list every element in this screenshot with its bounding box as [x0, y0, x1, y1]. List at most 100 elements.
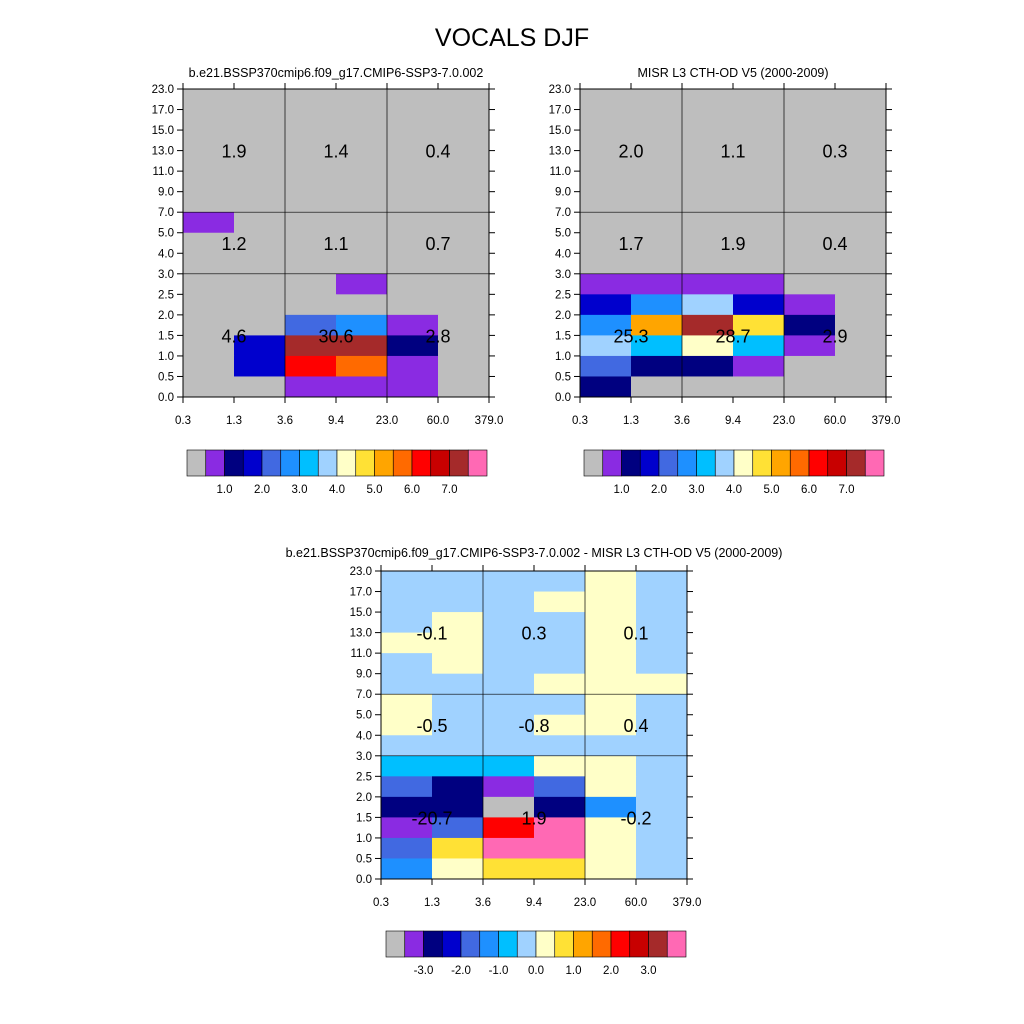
heatmap-cell: [183, 130, 235, 152]
heatmap-cell: [432, 755, 484, 777]
heatmap-cell: [336, 314, 388, 336]
heatmap-cell: [585, 776, 637, 798]
heatmap-cell: [336, 191, 388, 213]
heatmap-cell: [835, 335, 887, 357]
colorbar-swatch: [629, 930, 649, 958]
heatmap-cell: [784, 89, 836, 111]
heatmap-cell: [534, 714, 586, 736]
heatmap-cell: [432, 858, 484, 880]
heatmap-cell: [534, 653, 586, 675]
heatmap-cell: [432, 796, 484, 818]
colorbar-swatch: [677, 449, 697, 477]
summary-value: 4.6: [221, 326, 246, 346]
heatmap-cell: [336, 232, 388, 254]
colorbar-label: -2.0: [451, 965, 471, 977]
colorbar-swatch: [733, 449, 754, 477]
heatmap-cell: [387, 253, 439, 275]
heatmap-cell: [534, 837, 586, 859]
x-tick-label: 379.0: [872, 415, 901, 427]
heatmap-cell: [682, 294, 734, 316]
summary-value: 1.4: [323, 142, 348, 162]
heatmap-cell: [336, 253, 388, 275]
heatmap-cell: [183, 109, 235, 131]
colorbar-swatch: [846, 449, 866, 477]
heatmap-cell: [438, 335, 490, 357]
heatmap-cell: [432, 571, 484, 593]
heatmap-cell: [183, 253, 235, 275]
heatmap-cell: [234, 314, 286, 336]
heatmap-cell: [534, 776, 586, 798]
heatmap-cell: [733, 294, 785, 316]
y-tick-label: 13.0: [350, 628, 372, 640]
colorbar-swatch: [224, 449, 244, 477]
y-tick-label: 0.5: [356, 853, 372, 865]
heatmap-cell: [636, 714, 688, 736]
heatmap-cell: [381, 612, 433, 634]
heatmap-cell: [682, 335, 734, 357]
y-tick-label: 9.0: [158, 187, 174, 199]
heatmap-cell: [438, 253, 490, 275]
y-tick-label: 0.5: [555, 371, 571, 383]
summary-value: 0.7: [425, 234, 450, 254]
heatmap-cell: [534, 591, 586, 613]
heatmap-cell: [234, 253, 286, 275]
y-tick-label: 3.0: [356, 751, 372, 763]
x-tick-label: 1.3: [424, 897, 440, 909]
heatmap-cell: [636, 796, 688, 818]
colorbar-swatch: [242, 449, 263, 477]
heatmap-cell: [234, 355, 286, 377]
y-tick-label: 7.0: [158, 207, 174, 219]
heatmap-cell: [585, 632, 637, 654]
heatmap-cell: [636, 735, 688, 757]
heatmap-cell: [387, 335, 439, 357]
heatmap-cell: [183, 171, 235, 193]
y-tick-label: 1.5: [356, 812, 372, 824]
colorbar-label: -1.0: [489, 965, 509, 977]
heatmap-cell: [336, 376, 388, 398]
heatmap-cell: [636, 673, 688, 695]
y-tick-label: 1.5: [158, 330, 174, 342]
heatmap-cell: [636, 694, 688, 716]
colorbar-swatch: [658, 449, 679, 477]
heatmap-cell: [387, 212, 439, 234]
heatmap-cell: [585, 571, 637, 593]
heatmap-cell: [432, 714, 484, 736]
heatmap-cell: [381, 673, 433, 695]
x-tick-label: 1.3: [623, 415, 639, 427]
x-tick-label: 60.0: [625, 897, 647, 909]
heatmap-cell: [534, 735, 586, 757]
heatmap-cell: [432, 694, 484, 716]
heatmap-cell: [234, 150, 286, 172]
summary-value: 2.9: [822, 326, 847, 346]
y-tick-label: 15.0: [350, 607, 372, 619]
summary-value: 0.4: [425, 142, 450, 162]
heatmap-cell: [234, 212, 286, 234]
heatmap-cell: [483, 837, 535, 859]
heatmap-cell: [784, 335, 836, 357]
colorbar-label: 2.0: [254, 484, 270, 496]
heatmap-cell: [336, 294, 388, 316]
summary-value: 0.4: [822, 234, 847, 254]
heatmap-cell: [183, 232, 235, 254]
heatmap-cell: [285, 150, 337, 172]
heatmap-cell: [438, 130, 490, 152]
heatmap-cell: [483, 673, 535, 695]
heatmap-cell: [733, 232, 785, 254]
y-tick-label: 0.5: [158, 371, 174, 383]
colorbar-swatch: [467, 449, 488, 477]
x-tick-label: 9.4: [725, 415, 742, 427]
panel-title: b.e21.BSSP370cmip6.f09_g17.CMIP6-SSP3-7.…: [286, 546, 783, 560]
heatmap-cell: [682, 253, 734, 275]
heatmap-cell: [580, 376, 632, 398]
panel-diff: b.e21.BSSP370cmip6.f09_g17.CMIP6-SSP3-7.…: [286, 546, 783, 977]
heatmap-cell: [387, 232, 439, 254]
heatmap-cell: [483, 612, 535, 634]
colorbar-swatch: [666, 930, 687, 958]
colorbar-label: 3.0: [689, 484, 705, 496]
heatmap-cell: [432, 817, 484, 839]
colorbar-label: 3.0: [641, 965, 657, 977]
heatmap-cell: [682, 191, 734, 213]
colorbar-swatch: [591, 930, 612, 958]
colorbar-swatch: [479, 930, 499, 958]
x-tick-label: 23.0: [773, 415, 795, 427]
